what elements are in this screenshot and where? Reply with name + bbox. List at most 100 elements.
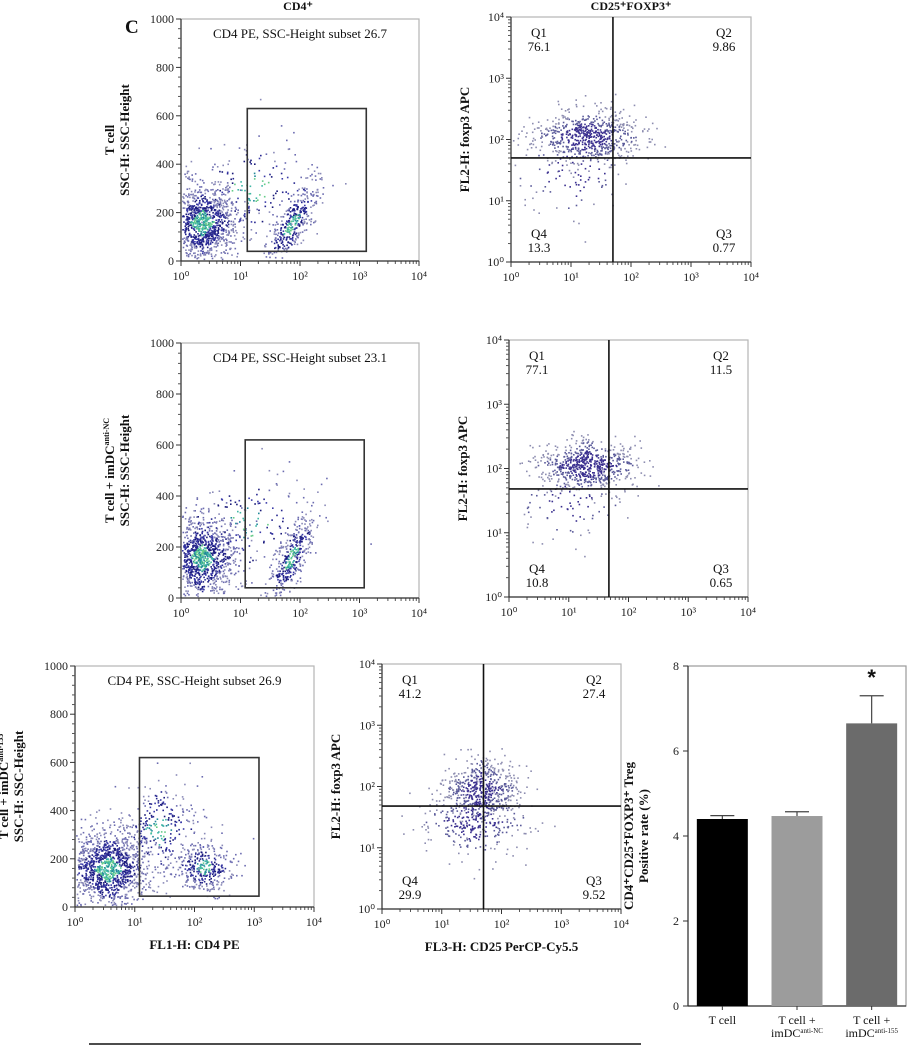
- event-dot: [580, 471, 583, 474]
- event-dot: [295, 239, 297, 241]
- event-dot: [111, 843, 114, 846]
- event-dot: [568, 467, 570, 470]
- event-dot: [269, 256, 271, 259]
- event-dot: [572, 142, 575, 145]
- event-dot: [607, 148, 609, 151]
- event-dot: [282, 575, 285, 577]
- event-dot: [311, 504, 313, 507]
- event-dot: [258, 502, 261, 504]
- event-dot: [215, 204, 218, 206]
- event-dot: [190, 520, 192, 522]
- event-dot: [198, 206, 200, 209]
- event-dot: [230, 207, 233, 210]
- event-dot: [623, 127, 625, 129]
- event-dot: [191, 540, 194, 542]
- event-dot: [226, 185, 228, 188]
- event-dot: [298, 558, 301, 561]
- event-dot: [202, 200, 204, 203]
- event-dot: [592, 144, 595, 146]
- event-dot: [193, 197, 196, 200]
- event-dot: [604, 130, 606, 133]
- event-dot: [322, 193, 324, 195]
- event-dot: [207, 202, 209, 204]
- x-tick-label: 10¹: [563, 270, 579, 284]
- event-dot: [557, 162, 559, 164]
- event-dot: [211, 568, 213, 570]
- event-dot: [189, 252, 191, 255]
- event-dot: [185, 507, 188, 509]
- event-dot: [210, 573, 212, 575]
- event-dot: [193, 205, 196, 207]
- event-dot: [289, 553, 291, 555]
- event-dot: [276, 241, 278, 244]
- event-dot: [226, 244, 228, 246]
- event-dot: [214, 551, 217, 554]
- event-dot: [600, 137, 602, 139]
- event-dot: [626, 141, 629, 143]
- event-dot: [664, 146, 667, 148]
- event-dot: [292, 550, 294, 552]
- event-dot: [604, 132, 606, 134]
- event-dot: [324, 504, 326, 507]
- event-dot: [558, 175, 561, 177]
- event-dot: [109, 858, 112, 861]
- event-dot: [275, 483, 278, 485]
- event-dot: [559, 465, 561, 467]
- event-dot: [190, 209, 193, 211]
- event-dot: [546, 456, 549, 459]
- event-dot: [620, 449, 622, 452]
- event-dot: [204, 231, 207, 234]
- event-dot: [288, 569, 290, 571]
- x-tick-label: 10⁰: [501, 605, 518, 619]
- event-dot: [92, 849, 94, 852]
- event-dot: [604, 179, 607, 182]
- event-dot: [213, 245, 216, 248]
- event-dot: [571, 135, 574, 138]
- event-dot: [548, 474, 550, 477]
- event-dot: [319, 172, 322, 175]
- event-dot: [596, 463, 598, 465]
- event-dot: [302, 564, 304, 567]
- event-dot: [552, 144, 554, 146]
- event-dot: [595, 460, 598, 463]
- event-dot: [288, 217, 291, 220]
- event-dot: [222, 576, 224, 578]
- event-dot: [194, 191, 196, 193]
- event-dot: [87, 855, 90, 857]
- event-dot: [288, 226, 290, 229]
- y-tick-label: 200: [156, 540, 174, 554]
- event-dot: [207, 253, 210, 255]
- event-dot: [219, 170, 221, 173]
- event-dot: [209, 243, 212, 245]
- event-dot: [309, 510, 312, 513]
- event-dot: [295, 541, 297, 543]
- event-dot: [293, 214, 295, 216]
- event-dot: [596, 134, 598, 136]
- event-dot: [225, 212, 227, 214]
- event-dot: [206, 571, 209, 574]
- event-dot: [182, 238, 184, 240]
- event-dot: [215, 521, 218, 523]
- event-dot: [619, 156, 621, 158]
- event-dot: [297, 224, 299, 226]
- event-dot: [303, 220, 306, 223]
- event-dot: [198, 538, 200, 541]
- event-dot: [122, 882, 124, 885]
- event-dot: [216, 224, 218, 227]
- event-dot: [218, 237, 220, 240]
- event-dot: [603, 459, 605, 461]
- event-dot: [527, 511, 530, 514]
- event-dot: [200, 234, 202, 237]
- event-dot: [581, 485, 583, 488]
- event-dot: [585, 457, 587, 459]
- event-dot: [561, 137, 564, 140]
- event-dot: [578, 473, 580, 475]
- event-dot: [196, 183, 199, 186]
- chart-treg-nc: 10⁰ 10¹ 10² 10³ 10⁴10⁰10¹10²10³10⁴Q177.1Q211…: [455, 333, 756, 619]
- event-dot: [577, 147, 580, 149]
- event-dot: [216, 166, 219, 168]
- event-dot: [248, 211, 250, 214]
- event-dot: [302, 545, 304, 548]
- event-dot: [239, 521, 241, 523]
- event-dot: [221, 499, 224, 501]
